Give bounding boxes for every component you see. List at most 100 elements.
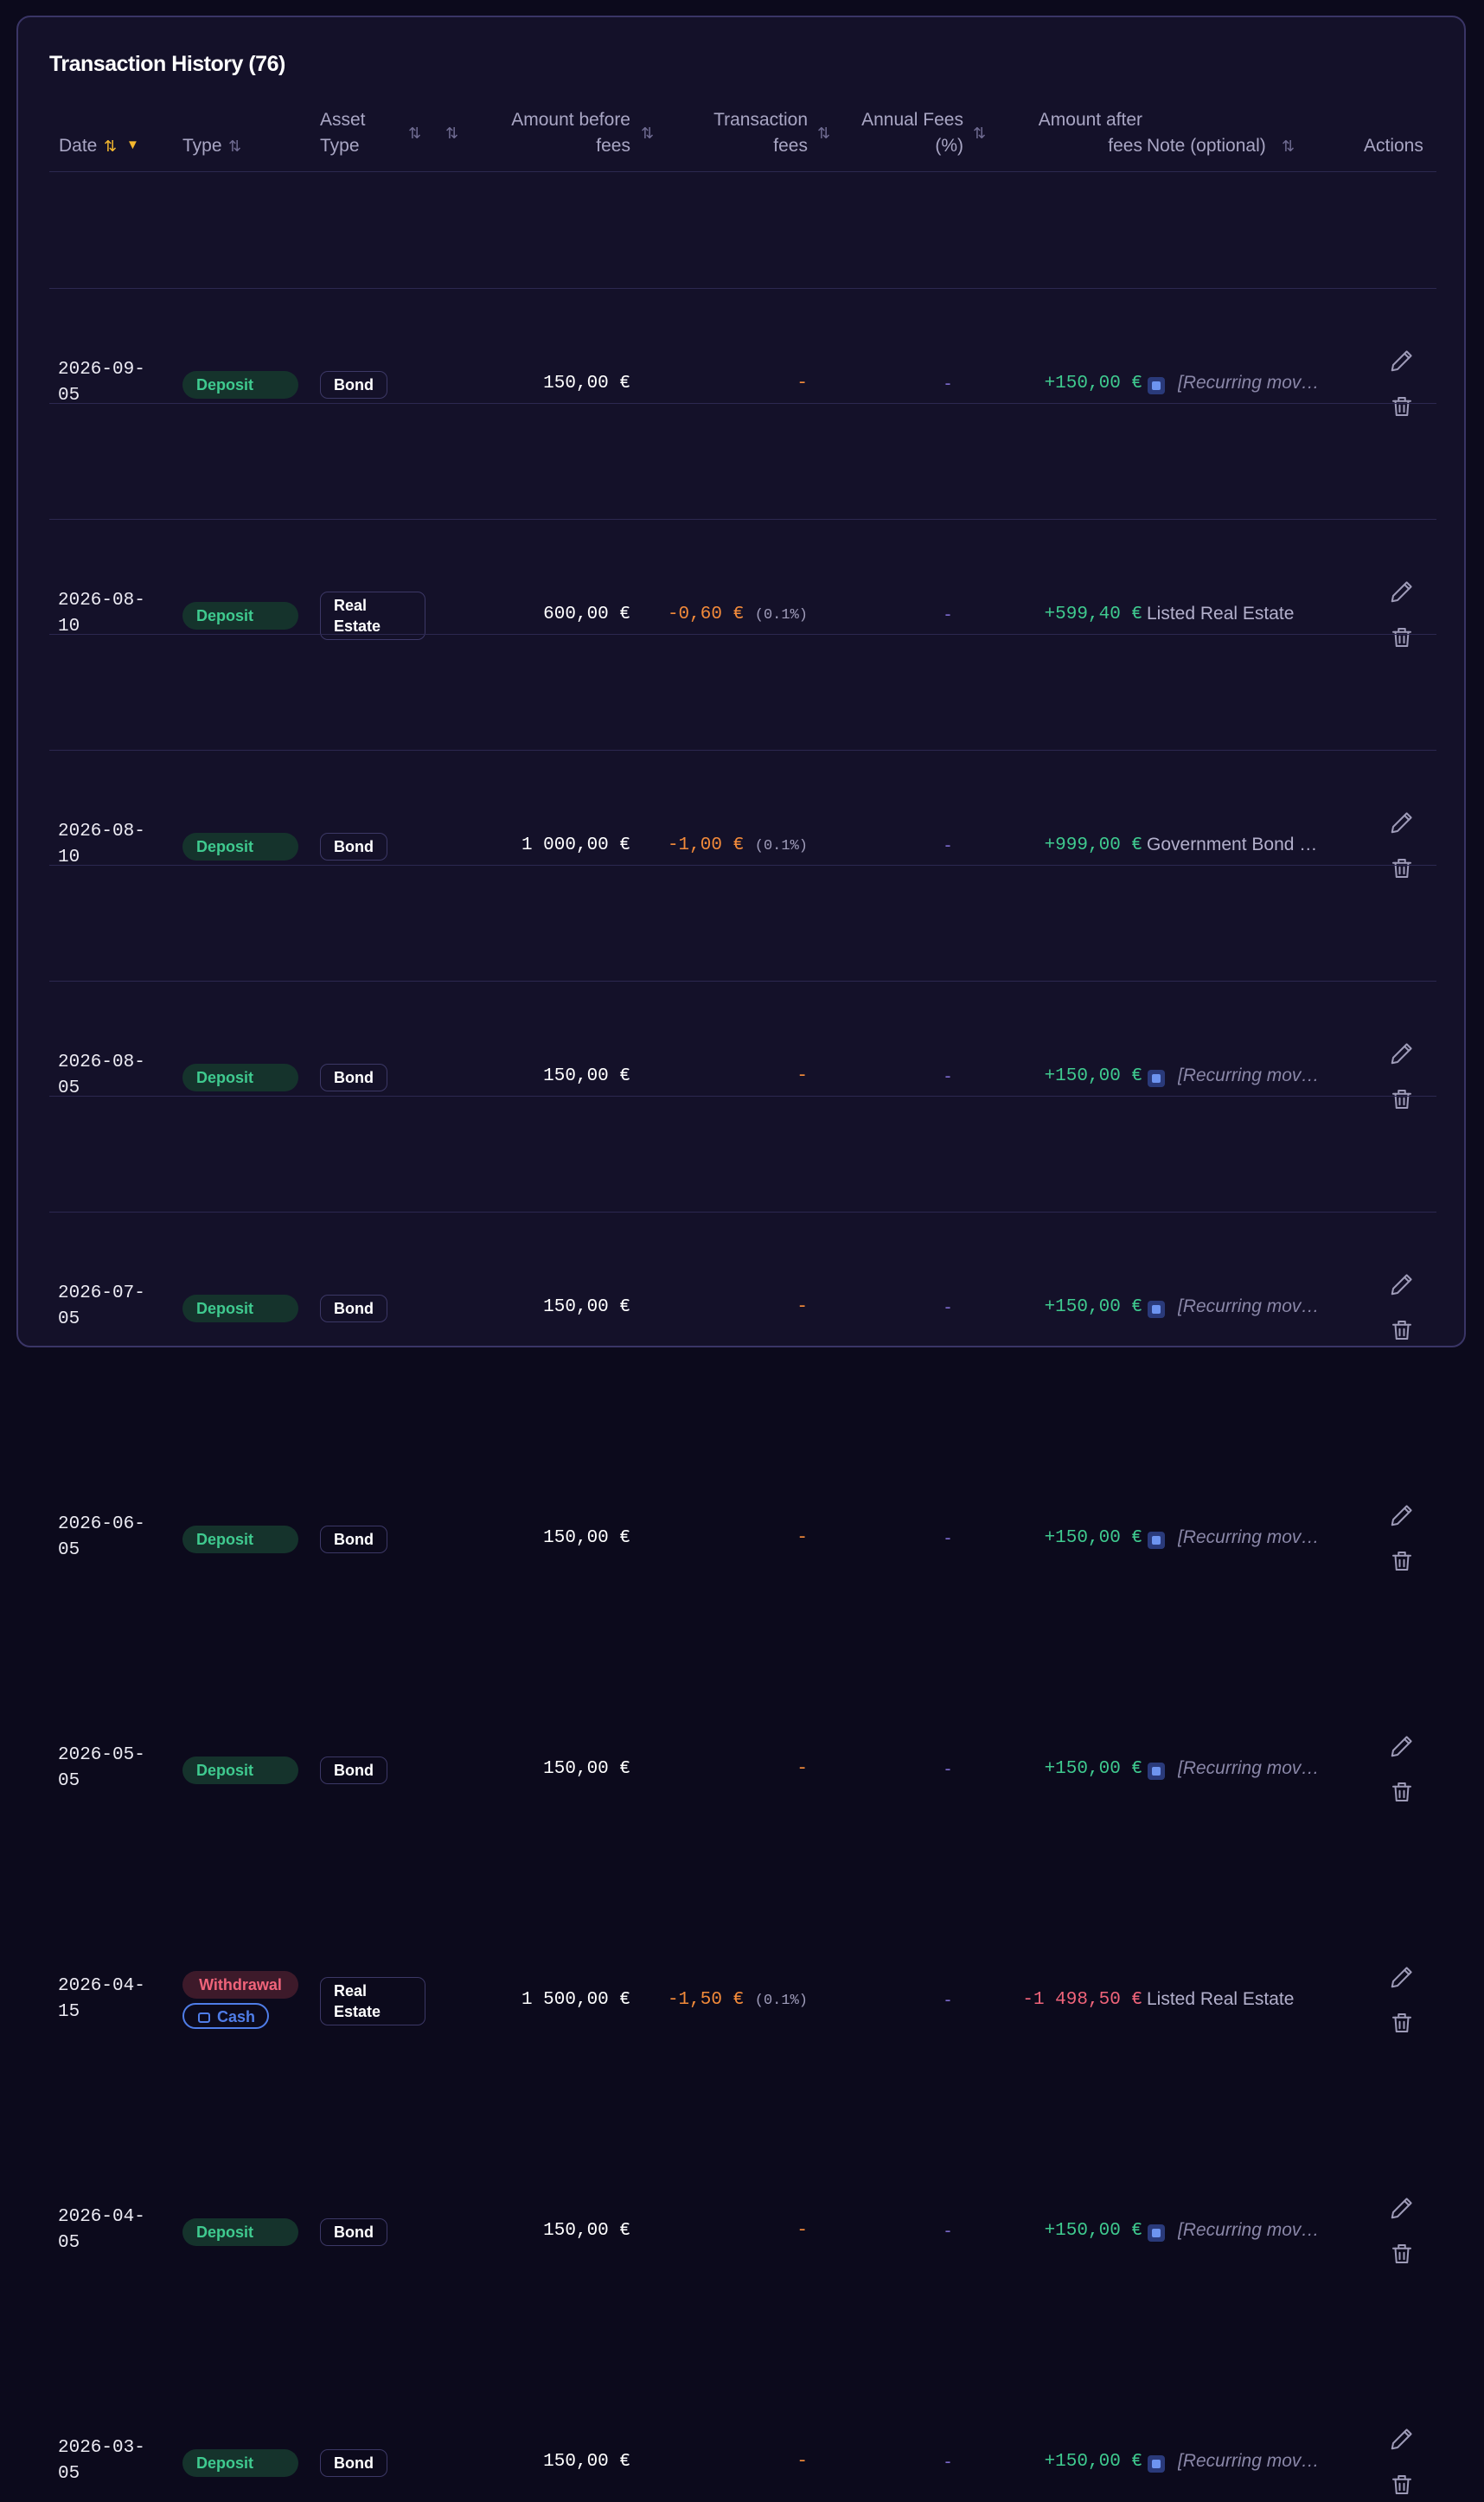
header-date[interactable]: Date [59,136,98,156]
asset-type-badge: Bond [320,832,387,861]
recurring-icon [1148,2454,1165,2473]
date-cell: 2026-04- 05 [58,2204,153,2256]
edit-icon[interactable] [1389,579,1415,605]
date-cell: 2026-03- 05 [58,2435,153,2487]
date-cell: 2026-08- 10 [58,588,153,640]
edit-icon[interactable] [1389,2195,1415,2221]
header-transaction-fees-line1[interactable]: Transaction [713,110,808,130]
trash-icon[interactable] [1389,394,1415,419]
header-annual-fees-line1[interactable]: Annual Fees [861,110,963,130]
amount-after-fees: +150,00 € [1044,1527,1142,1548]
transaction-fee: - [624,2452,808,2472]
table-row: 2026-08- 10 Deposit Bond 1 000,00 € -1,00 € (… [18,403,1468,878]
annual-fee: - [944,835,951,855]
date-line2: 05 [58,2463,80,2484]
sort-icon[interactable]: ⇅ [1282,138,1295,155]
header-annual-fees-line2[interactable]: (%) [935,136,963,156]
trash-icon[interactable] [1389,2010,1415,2036]
edit-icon[interactable] [1389,348,1415,374]
amount-before-fees: 150,00 € [543,1758,630,1779]
edit-icon[interactable] [1389,2426,1415,2452]
annual-fee: - [944,604,951,624]
header-type[interactable]: Type [182,136,222,156]
date-line1: 2026-04- [58,1975,145,1996]
date-cell: 2026-08- 10 [58,819,153,871]
header-amount-after-line2[interactable]: fees [1108,136,1142,156]
header-asset-type-line2[interactable]: Type [320,136,360,156]
sort-icon[interactable]: ⇅ [445,125,459,142]
date-cell: 2026-09- 05 [58,357,153,409]
fee-value: - [796,1758,808,1779]
asset-type-badge: Bond [320,1063,387,1091]
recurring-icon [1148,376,1165,394]
date-cell: 2026-04- 15 [58,1974,153,2025]
transaction-history-card: Transaction History (76) Date ⇅ ▼ Type ⇅… [16,16,1468,2494]
sort-icon[interactable]: ⇅ [228,138,242,155]
row-divider [49,403,1436,404]
date-line1: 2026-04- [58,2206,145,2227]
type-badge-deposit: Deposit [182,2448,298,2477]
note-text: Listed Real Estate [1147,1988,1295,2009]
edit-icon[interactable] [1389,1271,1415,1297]
trash-icon[interactable] [1389,1779,1415,1805]
edit-icon[interactable] [1389,1733,1415,1759]
table-row: 2026-04- 05 Deposit Bond 150,00 € - - +150,00 €… [18,1096,1468,2263]
amount-before-fees: 150,00 € [543,2220,630,2241]
row-divider [49,518,1436,520]
transaction-fee: - [624,1528,808,1548]
header-note[interactable]: Note (optional) [1147,136,1266,156]
transaction-fee: - [624,374,808,394]
asset-type-badge: Real Estate [320,591,425,640]
recurring-icon [1148,2224,1165,2242]
table-row: 2026-04- 15 Withdrawal Cash Real Estate 1 500,… [18,981,1468,2032]
asset-line1: Real [334,596,368,614]
date-line2: 05 [58,1539,80,1560]
edit-icon[interactable] [1389,1964,1415,1990]
transaction-fee: - [624,1066,808,1086]
cash-badge: Cash [182,2002,270,2029]
asset-type-badge: Bond [320,370,387,399]
date-line1: 2026-08- [58,590,145,611]
amount-after-fees: -1 498,50 € [1022,1989,1142,2010]
row-divider [49,1211,1436,1213]
trash-icon[interactable] [1389,624,1415,650]
edit-icon[interactable] [1389,809,1415,835]
amount-after-fees: +599,40 € [1044,604,1142,624]
header-transaction-fees-line2[interactable]: fees [773,136,808,156]
sort-icon[interactable]: ⇅ [817,125,831,142]
type-badge-withdrawal: Withdrawal [182,1970,298,1999]
edit-icon[interactable] [1389,1040,1415,1066]
fee-value: - [796,1065,808,1086]
asset-type-badge: Bond [320,2448,387,2477]
table-row: 2026-08- 05 Deposit Bond 150,00 € - - +150,00 €… [18,519,1468,1109]
header-amount-before-line2[interactable]: fees [596,136,630,156]
transaction-fee: -1,00 € (0.1%) [624,835,808,855]
transaction-fee: -0,60 € (0.1%) [624,605,808,624]
sort-icon[interactable]: ⇅ [104,138,118,155]
edit-icon[interactable] [1389,1502,1415,1528]
sort-icon[interactable]: ⇅ [641,125,655,142]
trash-icon[interactable] [1389,1086,1415,1112]
trash-icon[interactable] [1389,2241,1415,2267]
table-row: 2026-08- 10 Deposit Real Estate 600,00 € -0,60… [18,288,1468,647]
sort-icon[interactable]: ⇅ [973,125,987,142]
page-title: Transaction History (76) [49,52,285,76]
table-header: Date ⇅ ▼ Type ⇅ Asset Type ⇅ ⇅ Amount be… [18,110,1468,188]
date-line2: 05 [58,1078,80,1098]
amount-after-fees: +999,00 € [1044,835,1142,855]
date-line1: 2026-06- [58,1513,145,1534]
asset-type-badge: Bond [320,1756,387,1784]
sort-desc-icon[interactable]: ▼ [126,138,139,152]
amount-before-fees: 1 000,00 € [521,835,630,855]
date-line1: 2026-09- [58,359,145,380]
wallet-icon [198,2012,210,2023]
trash-icon[interactable] [1389,855,1415,881]
trash-icon[interactable] [1389,2472,1415,2498]
trash-icon[interactable] [1389,1548,1415,1574]
sort-icon[interactable]: ⇅ [408,125,422,142]
header-amount-before-line1[interactable]: Amount before [511,110,630,130]
header-asset-type-line1[interactable]: Asset [320,110,366,130]
header-amount-after-line1[interactable]: Amount after [1038,110,1142,130]
date-line2: 10 [58,847,80,867]
note-text: [Recurring mov… [1178,1526,1320,1547]
